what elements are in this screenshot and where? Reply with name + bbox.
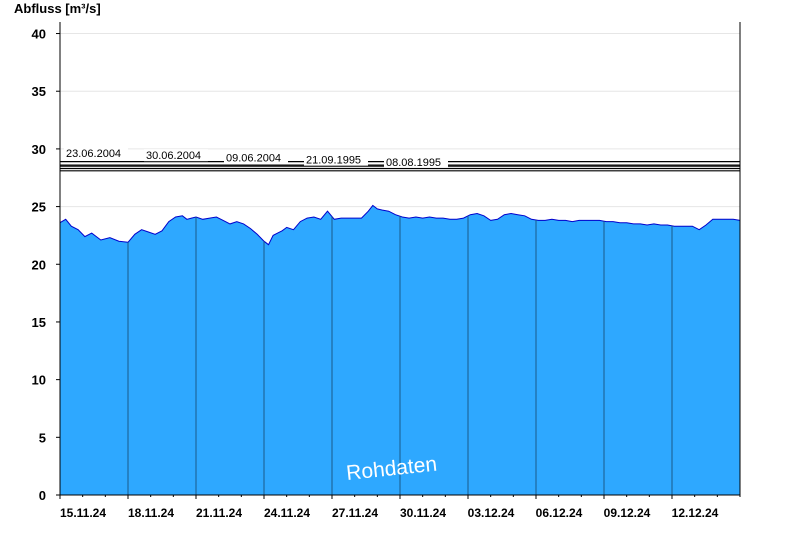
x-tick-label: 24.11.24 xyxy=(264,506,310,520)
day-separator-lines xyxy=(127,215,673,495)
x-tick-label: 21.11.24 xyxy=(196,506,242,520)
y-tick-label: 5 xyxy=(39,430,46,445)
x-tick-label: 18.11.24 xyxy=(128,506,174,520)
y-tick-label: 20 xyxy=(32,257,46,272)
x-tick-label: 03.12.24 xyxy=(468,506,515,520)
y-tick-label: 0 xyxy=(39,488,46,503)
reference-label: 21.09.1995 xyxy=(306,155,361,167)
reference-label-bg xyxy=(224,151,288,164)
y-tick-label: 30 xyxy=(32,142,46,157)
reference-label-bg xyxy=(64,147,128,159)
y-axis-label: Abfluss [m³/s] xyxy=(14,1,101,16)
reference-label: 23.06.2004 xyxy=(66,148,121,160)
reference-label-bg xyxy=(304,153,368,166)
x-tick-label: 06.12.24 xyxy=(536,506,583,520)
reference-label-bg xyxy=(384,155,448,168)
y-tick-label: 10 xyxy=(32,373,46,388)
y-tick-label: 15 xyxy=(32,315,46,330)
axes xyxy=(56,22,741,499)
series-line xyxy=(59,204,741,246)
y-tick-label: 25 xyxy=(32,200,46,215)
x-tick-label: 15.11.24 xyxy=(60,506,106,520)
reference-lines: 23.06.2004 30.06.2004 09.06.2004 21.09.1995… xyxy=(60,147,740,172)
x-tick-labels: 15.11.24 18.11.24 21.11.24 24.11.24 27.11.24… xyxy=(60,506,719,520)
y-tick-label: 35 xyxy=(32,84,46,99)
reference-label-bg xyxy=(144,149,208,162)
y-tick-label: 40 xyxy=(32,27,46,42)
y-tick-labels: 0 5 10 15 20 25 30 35 40 xyxy=(32,27,46,503)
reference-label: 08.08.1995 xyxy=(386,157,441,169)
x-tick-label: 27.11.24 xyxy=(332,506,378,520)
x-tick-label: 12.12.24 xyxy=(672,506,719,520)
reference-label: 09.06.2004 xyxy=(226,152,281,164)
reference-label: 30.06.2004 xyxy=(146,150,201,162)
x-tick-label: 30.11.24 xyxy=(400,506,446,520)
x-tick-label: 09.12.24 xyxy=(604,506,651,520)
